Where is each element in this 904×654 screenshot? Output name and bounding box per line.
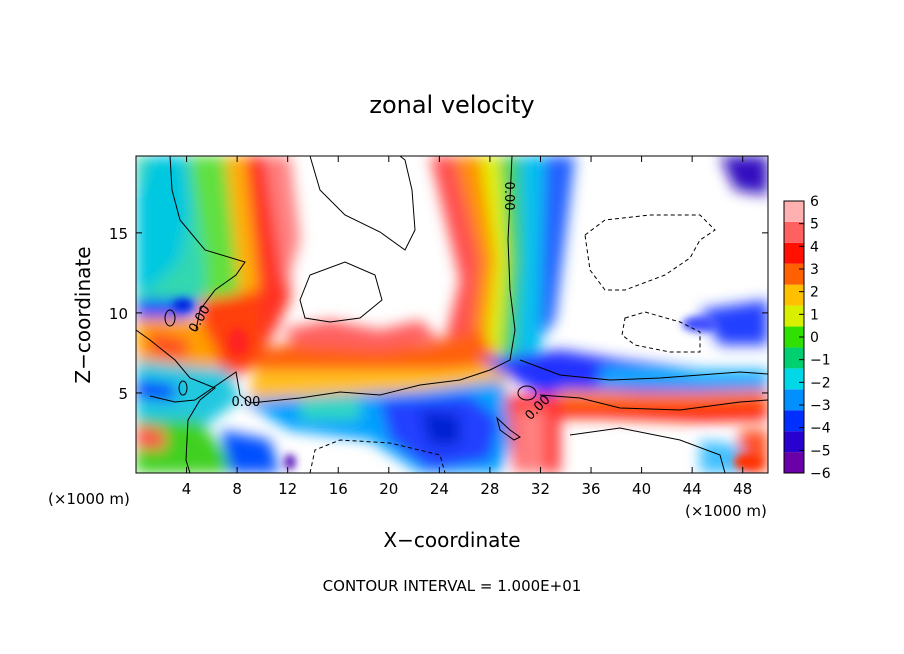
colorbar-segment	[784, 326, 804, 348]
x-tick-label: 48	[733, 480, 752, 498]
colorbar-tick-label: 6	[810, 194, 819, 210]
colorbar-segment	[784, 368, 804, 390]
colorbar-segment	[784, 242, 804, 264]
colorbar-tick-label: 5	[810, 217, 819, 233]
plot-frame	[135, 155, 769, 474]
colorbar-segment	[784, 410, 804, 432]
colorbar-segment	[784, 221, 804, 243]
colorbar-tick-label: −4	[810, 421, 831, 437]
chart-title: zonal velocity	[369, 91, 534, 119]
x-axis: 4 8 12 16 20 24 28 32 36 40 44 48	[182, 156, 752, 498]
x-tick-label: 4	[182, 480, 192, 498]
x-axis-label: X−coordinate	[383, 528, 520, 552]
y-axis-label: Z−coordinate	[71, 246, 95, 383]
colorbar-segment	[784, 389, 804, 411]
x-tick-label: 12	[278, 480, 297, 498]
contour-label: 0.00	[501, 182, 516, 211]
colorbar-tick-label: 1	[810, 307, 819, 323]
colorbar-segment	[784, 347, 804, 369]
colorbar-tick-label: 4	[810, 239, 819, 255]
x-tick-label: 28	[480, 480, 499, 498]
velocity-field	[136, 156, 768, 473]
x-tick-label: 8	[232, 480, 242, 498]
colorbar-tick-label: −1	[810, 353, 831, 369]
colorbar-tick-label: 3	[810, 262, 819, 278]
x-tick-label: 36	[581, 480, 600, 498]
colorbar-tick-label: 0	[810, 330, 819, 346]
x-tick-label: 40	[632, 480, 651, 498]
colorbar-tick-label: 2	[810, 285, 819, 301]
x-tick-label: 16	[329, 480, 348, 498]
colorbar-segment	[784, 305, 804, 327]
y-tick-label: 5	[118, 385, 128, 403]
plot-area	[136, 156, 768, 473]
colorbar-segment	[784, 452, 804, 473]
x-tick-label: 20	[379, 480, 398, 498]
x-tick-label: 24	[430, 480, 449, 498]
colorbar-tick-label: −5	[810, 443, 831, 459]
colorbar-segment	[784, 201, 804, 222]
y-axis: 5 10 15	[109, 225, 768, 403]
colorbar-segment	[784, 431, 804, 453]
colorbar-segment	[784, 263, 804, 285]
colorbar-segment	[784, 284, 804, 306]
colorbar-tick-label: −6	[810, 466, 831, 482]
colorbar: 6 5 4 3 2 1 0 −1 −2 −3 −4 −5 −6	[783, 194, 831, 482]
x-unit-right: (×1000 m)	[685, 502, 767, 520]
x-unit-left: (×1000 m)	[48, 490, 130, 508]
contour-lines	[136, 156, 768, 473]
contour-interval-note: CONTOUR INTERVAL = 1.000E+01	[323, 577, 582, 595]
contour-label: 0.00	[231, 395, 260, 410]
x-tick-label: 44	[683, 480, 702, 498]
y-tick-label: 15	[109, 225, 128, 243]
y-tick-label: 10	[109, 305, 128, 323]
colorbar-tick-label: −3	[810, 398, 831, 414]
negative-contours	[309, 214, 716, 473]
x-tick-label: 32	[531, 480, 550, 498]
colorbar-tick-label: −2	[810, 375, 831, 391]
